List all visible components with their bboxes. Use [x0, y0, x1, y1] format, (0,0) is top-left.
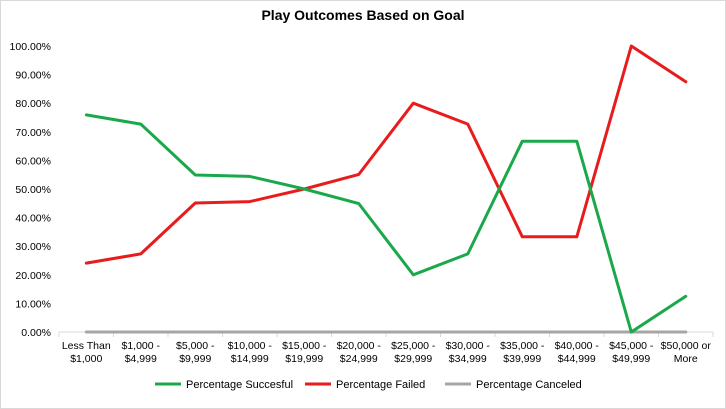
y-tick-label: 80.00%	[15, 98, 51, 110]
y-tick-label: 30.00%	[15, 241, 51, 253]
series-line-0	[84, 113, 688, 334]
y-tick-label: 0.00%	[21, 327, 51, 339]
legend-label: Percentage Failed	[336, 379, 425, 391]
x-tick-label: $10,000 -$14,999	[228, 340, 273, 365]
y-tick-label: 20.00%	[15, 270, 51, 282]
x-tick-label: $50,000 or More	[661, 340, 712, 365]
y-tick-label: 40.00%	[15, 213, 51, 225]
y-tick-label: 50.00%	[15, 184, 51, 196]
x-tick-label: Less Than $1,000	[62, 340, 111, 365]
legend-label: Percentage Succesful	[186, 379, 293, 391]
x-tick-label: $5,000 -$9,999	[176, 340, 215, 365]
x-tick-label: $25,000 -$29,999	[391, 340, 436, 365]
y-tick-label: 60.00%	[15, 155, 51, 167]
x-tick-label: $15,000 -$19,999	[282, 340, 327, 365]
axis-layer: 0.00% 10.00% 20.00% 30.00% 40.00% 50.00% 60.00…	[10, 41, 714, 365]
y-tick-label: 70.00%	[15, 127, 51, 139]
series-line-1	[84, 44, 688, 265]
x-tick-label: $45,000 -$49,999	[609, 340, 654, 365]
y-tick-label: 100.00%	[10, 41, 51, 53]
series-layer	[84, 44, 688, 334]
chart-title: Play Outcomes Based on Goal	[261, 7, 464, 23]
x-tick-label: $1,000 -$4,999	[121, 340, 160, 365]
x-tick-label: $30,000 -$34,999	[446, 340, 491, 365]
legend: Percentage Succesful Percentage Failed Per…	[155, 379, 582, 391]
legend-label: Percentage Canceled	[476, 379, 582, 391]
x-tick-label: $35,000 -$39,999	[500, 340, 545, 365]
y-tick-label: 90.00%	[15, 70, 51, 82]
x-tick-label: $40,000 -$44,999	[555, 340, 600, 365]
x-tick-label: $20,000 -$24,999	[337, 340, 382, 365]
y-tick-label: 10.00%	[15, 298, 51, 310]
